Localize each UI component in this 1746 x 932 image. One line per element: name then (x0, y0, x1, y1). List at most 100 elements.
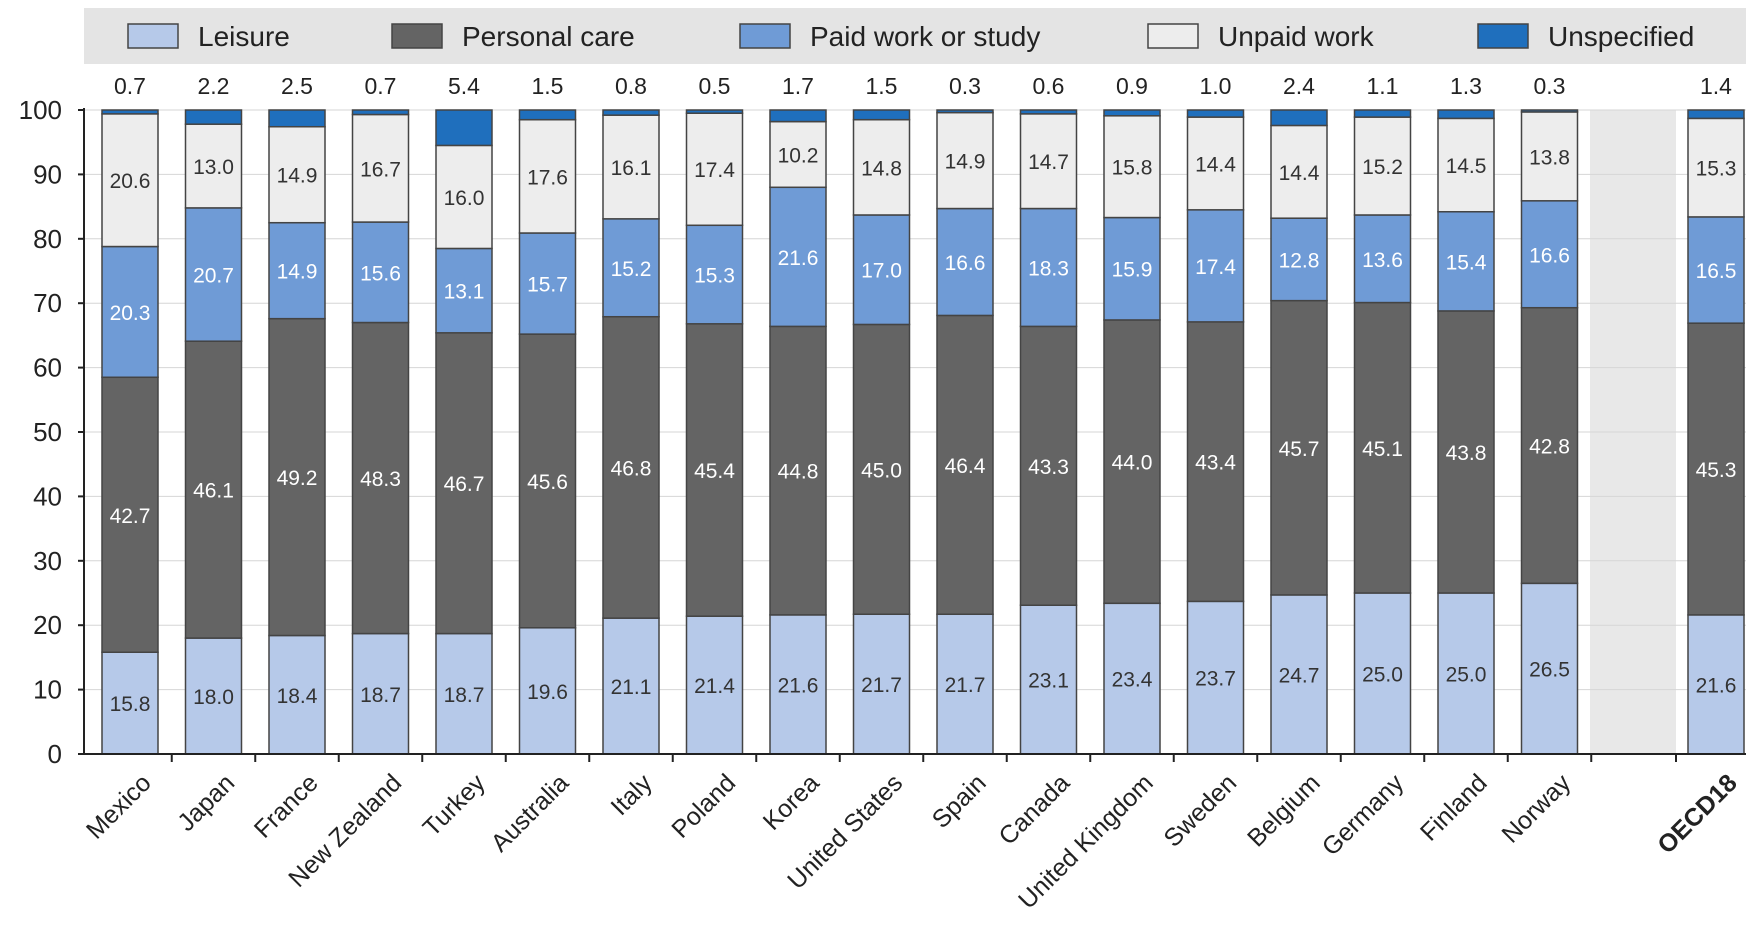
bar-segment (101, 651, 159, 755)
segment-value-label: 18.7 (360, 684, 401, 707)
legend-swatch (1477, 23, 1529, 49)
segment-value-label: 44.8 (778, 461, 819, 484)
legend-band (84, 8, 1746, 64)
segment-value-label: 10.2 (778, 144, 819, 167)
y-tick-label: 10 (33, 675, 62, 705)
bar-segment (1186, 116, 1245, 211)
bar-segment (1687, 216, 1745, 324)
bar-segment (1019, 207, 1078, 328)
bar-segment (1019, 604, 1078, 755)
segment-value-label: 15.3 (694, 265, 735, 288)
legend-label: Leisure (198, 21, 290, 52)
bar-segment (1103, 109, 1161, 117)
segment-value-label: 42.8 (1529, 436, 1570, 459)
bar-segment (184, 340, 243, 639)
segment-value-label: 14.5 (1446, 155, 1487, 178)
segment-value-label: 15.2 (1362, 156, 1403, 179)
unspecified-value-label: 0.7 (114, 73, 146, 99)
bar-stack: 23.4 44.0 15.9 15.8 (1103, 109, 1161, 755)
bar-segment (1270, 594, 1328, 755)
unspecified-value-label: 0.8 (615, 73, 647, 99)
bar-segment (602, 114, 660, 220)
bar-stack: 21.7 46.4 16.6 14.9 (936, 109, 994, 755)
bar-stack: 18.7 46.7 13.1 16.0 (435, 109, 493, 755)
bar-segment (769, 109, 827, 123)
x-category-label: Japan (172, 769, 240, 837)
bar-segment (769, 186, 827, 328)
bar-segment (518, 118, 577, 234)
segment-value-label: 23.7 (1195, 668, 1236, 691)
unspecified-value-label: 1.5 (866, 73, 898, 99)
bar-stack: 25.0 45.1 13.6 15.2 (1353, 109, 1412, 755)
bar-segment (518, 333, 577, 629)
bar-stack: 21.6 45.3 16.5 15.3 (1687, 109, 1745, 755)
bar-segment (101, 245, 159, 379)
segment-value-label: 46.8 (611, 457, 652, 480)
gridlines (84, 109, 1746, 691)
bar-stack: 26.5 42.8 16.6 13.8 (1520, 109, 1579, 755)
segment-value-label: 16.6 (1529, 244, 1570, 267)
bars: 15.8 42.7 20.3 20.6 18.0 46.1 20.7 13.0 18.4 49.2… (101, 109, 1745, 755)
segment-value-label: 17.4 (1195, 256, 1236, 279)
segment-value-label: 20.7 (193, 265, 234, 288)
legend-label: Unspecified (1548, 21, 1694, 52)
segment-value-label: 45.4 (694, 460, 735, 483)
x-category-label: Finland (1415, 769, 1493, 847)
bar-segment (1270, 109, 1328, 127)
segment-value-label: 15.3 (1696, 158, 1737, 181)
bar-segment (685, 109, 744, 114)
bar-segment (1437, 109, 1495, 120)
segment-value-label: 46.7 (444, 473, 485, 496)
x-category-label: OECD18 (1652, 769, 1743, 860)
bar-segment (1687, 117, 1745, 218)
y-tick-label: 40 (33, 481, 62, 511)
bar-segment (852, 323, 911, 616)
unspecified-value-label: 2.5 (281, 73, 313, 99)
segment-value-label: 21.7 (861, 674, 902, 697)
segment-value-label: 43.3 (1028, 456, 1069, 479)
segment-value-label: 25.0 (1362, 664, 1403, 687)
segment-value-label: 18.7 (444, 684, 485, 707)
segment-value-label: 15.8 (110, 693, 151, 716)
bar-segment (1353, 592, 1412, 755)
bar-segment (351, 321, 410, 635)
bar-stack: 21.7 45.0 17.0 14.8 (852, 109, 911, 755)
segment-value-label: 18.4 (277, 685, 318, 708)
unspecified-value-label: 1.5 (532, 73, 564, 99)
bar-segment (268, 125, 326, 224)
segment-value-label: 21.6 (778, 247, 819, 270)
segment-value-label: 21.1 (611, 676, 652, 699)
segment-value-label: 16.0 (444, 187, 485, 210)
bar-stack: 21.4 45.4 15.3 17.4 (685, 109, 744, 755)
bar-segment (1103, 602, 1161, 755)
bar-segment (602, 109, 660, 116)
legend-label: Personal care (462, 21, 635, 52)
segment-value-label: 16.6 (945, 252, 986, 275)
segment-value-label: 13.1 (444, 281, 485, 304)
bar-stack: 23.1 43.3 18.3 14.7 (1019, 109, 1078, 755)
bar-segment (1437, 310, 1495, 594)
unspecified-value-label: 0.6 (1033, 73, 1065, 99)
x-category-label: Italy (605, 769, 658, 822)
segment-value-label: 17.0 (861, 260, 902, 283)
bar-segment (685, 323, 744, 617)
legend-swatch (739, 23, 791, 49)
x-category-label: Turkey (418, 769, 492, 843)
unspecified-value-label: 2.4 (1283, 73, 1315, 99)
segment-value-label: 18.3 (1028, 257, 1069, 280)
segment-value-label: 21.4 (694, 675, 735, 698)
bar-stack: 18.0 46.1 20.7 13.0 (184, 109, 243, 755)
segment-value-label: 21.6 (778, 674, 819, 697)
legend-swatch (1147, 23, 1199, 49)
segment-value-label: 21.6 (1696, 674, 1737, 697)
bar-segment (602, 617, 660, 755)
segment-value-label: 17.6 (527, 166, 568, 189)
bar-segment (518, 627, 577, 755)
bar-segment (769, 614, 827, 755)
bar-segment (602, 218, 660, 318)
segment-value-label: 16.5 (1696, 260, 1737, 283)
segment-value-label: 45.7 (1279, 438, 1320, 461)
bar-segment (1353, 109, 1412, 118)
segment-value-label: 14.7 (1028, 151, 1069, 174)
x-category-label: Mexico (81, 769, 157, 845)
